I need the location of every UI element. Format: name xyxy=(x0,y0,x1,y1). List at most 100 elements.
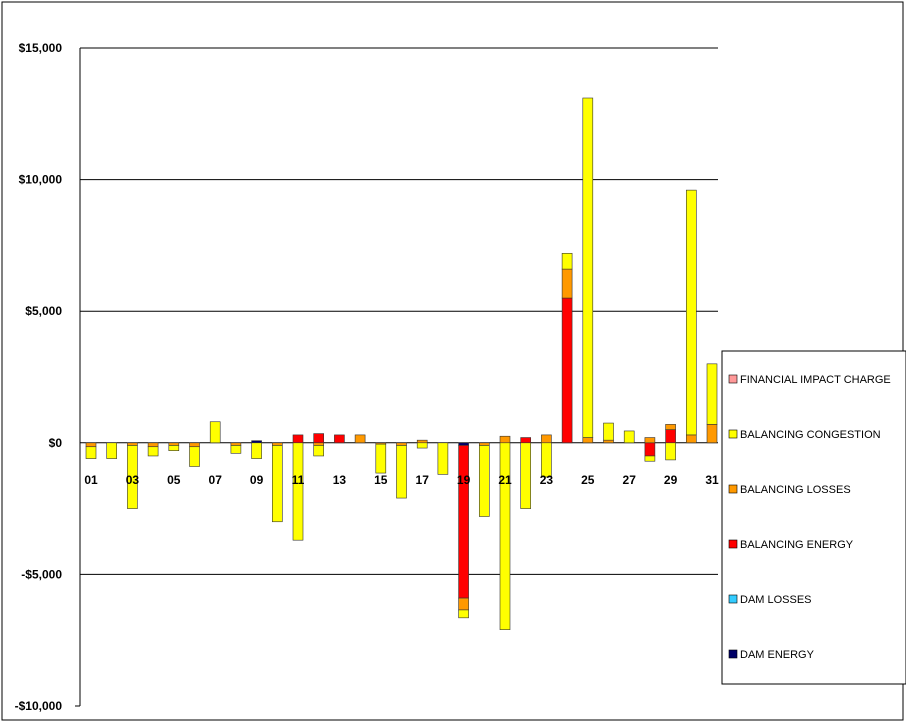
bar-segment xyxy=(644,442,656,457)
bar-segment xyxy=(354,434,366,444)
legend-label: DAM ENERGY xyxy=(740,649,815,661)
x-tick-label: 01 xyxy=(84,473,98,487)
legend-swatch xyxy=(728,429,738,439)
x-tick-label: 23 xyxy=(540,473,554,487)
bar-segment xyxy=(396,445,407,499)
legend-swatch xyxy=(728,649,738,659)
legend-swatch xyxy=(728,539,738,549)
y-axis-ticks: $15,000 $10,000 $5,000 $0 -$5,000 -$10,000 xyxy=(15,41,63,713)
x-axis-ticks: 01 03 05 07 09 11 13 15 17 19 21 23 25 27 29 31 xyxy=(84,473,719,487)
gridlines xyxy=(75,47,718,707)
bar-segment xyxy=(458,442,469,446)
bar-segment xyxy=(520,437,532,444)
bar-segment xyxy=(313,445,325,457)
bar-segment xyxy=(478,445,490,517)
bar-segment xyxy=(127,445,138,509)
legend-label: BALANCING CONGESTION xyxy=(740,429,881,441)
bar-segment xyxy=(251,442,262,459)
legend-swatch xyxy=(728,594,738,604)
x-tick-label: 15 xyxy=(374,473,388,487)
bar-segment xyxy=(147,446,159,457)
bar-segment xyxy=(499,442,511,630)
legend: FINANCIAL IMPACT CHARGE BALANCING CONGEST… xyxy=(721,350,906,685)
bar-segment xyxy=(706,424,718,444)
bar-segment xyxy=(375,443,387,474)
bar-segment xyxy=(665,429,676,444)
bar-segment xyxy=(541,434,552,444)
bar-segment xyxy=(478,442,490,446)
bar-segment xyxy=(85,446,97,459)
bar-segment xyxy=(292,434,304,444)
bar-segment xyxy=(520,442,532,509)
x-tick-label: 13 xyxy=(333,473,347,487)
bar-segment xyxy=(685,434,697,444)
bar-segment xyxy=(458,609,469,619)
y-tick-label: -$10,000 xyxy=(15,699,63,713)
x-tick-label: 05 xyxy=(167,473,181,487)
bar-segment xyxy=(85,442,97,448)
bar-segment xyxy=(541,442,552,478)
bar-segment xyxy=(127,442,138,446)
x-tick-label: 07 xyxy=(209,473,223,487)
bar-segment xyxy=(561,268,573,299)
legend-label: BALANCING LOSSES xyxy=(740,484,851,496)
x-tick-label: 03 xyxy=(126,473,140,487)
bar-segment xyxy=(271,445,283,523)
bar-segment xyxy=(189,446,200,467)
bar-segment xyxy=(416,439,428,444)
x-tick-label: 17 xyxy=(416,473,430,487)
x-tick-label: 21 xyxy=(498,473,512,487)
bar-segment xyxy=(168,442,180,446)
bars xyxy=(85,97,718,630)
bar-segment xyxy=(251,440,262,444)
bar-segment xyxy=(685,189,697,436)
legend-label: DAM LOSSES xyxy=(740,594,812,606)
bar-segment xyxy=(499,435,511,444)
x-tick-label: 19 xyxy=(457,473,471,487)
legend-label: BALANCING ENERGY xyxy=(740,539,854,551)
legend-label: FINANCIAL IMPACT CHARGE xyxy=(740,374,891,386)
y-tick-label: $0 xyxy=(49,436,63,450)
bar-segment xyxy=(313,433,325,444)
bar-segment xyxy=(230,445,242,454)
bar-segment xyxy=(313,442,325,446)
bar-segment xyxy=(147,442,159,448)
bar-segment xyxy=(603,439,614,444)
bar-segment xyxy=(665,424,676,430)
bar-segment xyxy=(582,97,594,438)
bar-segment xyxy=(644,455,656,462)
bar-segment xyxy=(561,252,573,270)
legend-swatch xyxy=(728,374,738,384)
x-tick-label: 09 xyxy=(250,473,264,487)
bar-segment xyxy=(644,437,656,444)
bar-segment xyxy=(582,437,594,444)
bar-segment xyxy=(416,442,428,449)
bar-segment xyxy=(106,442,117,459)
bar-segment xyxy=(437,442,449,475)
bar-segment xyxy=(603,422,614,441)
y-tick-label: $15,000 xyxy=(19,41,63,55)
bar-segment xyxy=(334,434,345,444)
bar-segment xyxy=(458,597,469,611)
y-tick-label: $10,000 xyxy=(19,173,63,187)
legend-swatch xyxy=(728,484,738,494)
y-tick-label: $5,000 xyxy=(25,304,62,318)
bar-segment xyxy=(168,445,180,451)
x-tick-label: 25 xyxy=(581,473,595,487)
bar-segment xyxy=(189,442,200,448)
x-tick-label: 27 xyxy=(623,473,637,487)
legend-box xyxy=(721,350,906,685)
bar-segment xyxy=(706,363,718,425)
bar-segment xyxy=(292,442,304,541)
x-tick-label: 11 xyxy=(292,473,305,487)
bar-segment xyxy=(230,442,242,446)
x-tick-label: 29 xyxy=(664,473,678,487)
bar-segment xyxy=(665,442,676,461)
y-tick-label: -$5,000 xyxy=(21,567,62,581)
bar-segment xyxy=(458,445,469,599)
bar-segment xyxy=(561,297,573,444)
bar-segment xyxy=(623,430,635,444)
bar-segment xyxy=(396,442,407,446)
x-tick-label: 31 xyxy=(705,473,719,487)
